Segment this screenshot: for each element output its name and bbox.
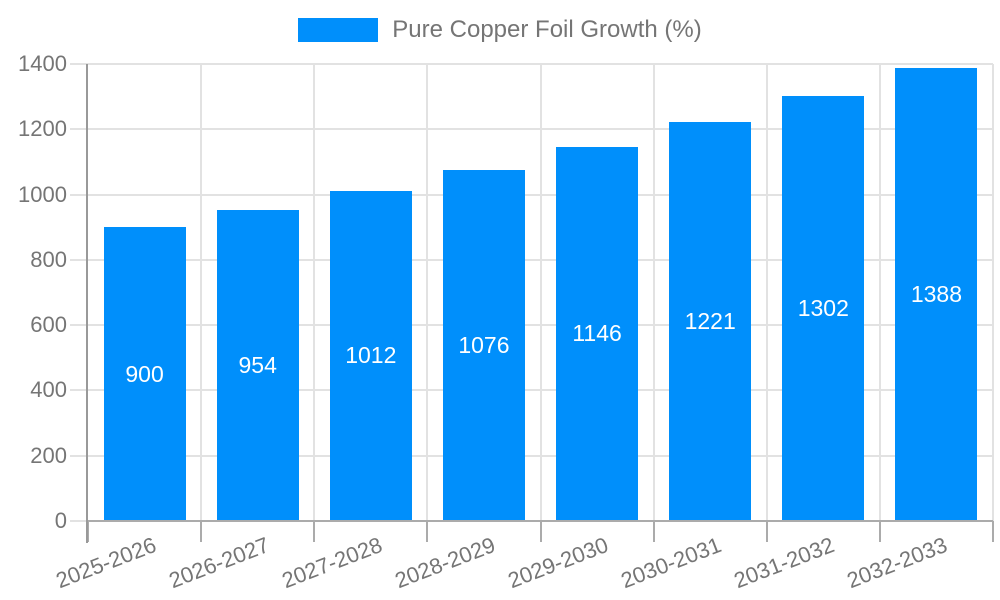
v-gridline — [765, 64, 768, 521]
v-gridline — [313, 64, 316, 521]
bar[interactable]: 900 — [103, 227, 186, 521]
bar[interactable]: 1076 — [442, 169, 525, 521]
y-axis-tick-label: 800 — [30, 246, 67, 272]
v-gridline — [426, 64, 429, 521]
v-gridline — [878, 64, 881, 521]
y-axis-tick — [70, 324, 88, 327]
y-axis-tick — [70, 258, 88, 261]
bar-value-label: 1076 — [458, 331, 510, 358]
bar[interactable]: 1388 — [895, 67, 978, 521]
x-axis-tick — [878, 521, 881, 542]
v-gridline — [992, 64, 994, 521]
v-gridline — [652, 64, 655, 521]
y-axis-tick-label: 1200 — [18, 116, 67, 142]
x-axis-tick — [313, 521, 316, 542]
y-axis-tick — [70, 128, 88, 131]
x-axis-tick — [652, 521, 655, 542]
y-axis-tick — [70, 193, 88, 196]
bar[interactable]: 1146 — [556, 146, 639, 521]
bar-value-label: 1221 — [684, 308, 736, 335]
y-axis-tick-label: 0 — [54, 508, 67, 533]
x-axis-tick — [765, 521, 768, 542]
v-gridline — [200, 64, 203, 521]
bar-value-label: 954 — [238, 351, 277, 378]
v-gridline — [539, 64, 542, 521]
legend-swatch-icon — [298, 18, 379, 42]
bar-value-label: 1146 — [572, 320, 622, 347]
legend[interactable]: Pure Copper Foil Growth (%) — [0, 16, 1000, 44]
y-axis-tick-label: 200 — [30, 442, 67, 468]
y-axis-tick-label: 400 — [30, 377, 67, 403]
y-axis-tick-label: 1400 — [18, 51, 67, 76]
y-axis-tick — [70, 389, 88, 392]
bar[interactable]: 1221 — [669, 122, 752, 521]
bar-value-label: 1302 — [797, 294, 849, 321]
bar[interactable]: 1302 — [782, 95, 865, 521]
y-axis-tick — [70, 63, 88, 65]
y-axis-line — [86, 64, 88, 543]
x-axis-line — [88, 520, 993, 522]
x-axis-tick — [200, 521, 203, 542]
legend-label: Pure Copper Foil Growth (%) — [392, 16, 702, 43]
x-axis-tick — [539, 521, 542, 542]
bar-value-label: 1012 — [345, 342, 397, 369]
y-axis-tick — [70, 454, 88, 457]
bar[interactable]: 954 — [216, 209, 299, 521]
x-axis-tick — [87, 521, 89, 542]
bar[interactable]: 1012 — [329, 190, 412, 521]
x-axis-tick — [992, 521, 994, 542]
y-axis-tick — [70, 520, 88, 522]
y-axis-tick-label: 600 — [30, 312, 67, 338]
y-axis-tick-label: 1000 — [18, 181, 67, 207]
bar-value-label: 1388 — [910, 280, 963, 307]
bar-value-label: 900 — [125, 360, 164, 387]
x-axis-tick — [426, 521, 429, 542]
